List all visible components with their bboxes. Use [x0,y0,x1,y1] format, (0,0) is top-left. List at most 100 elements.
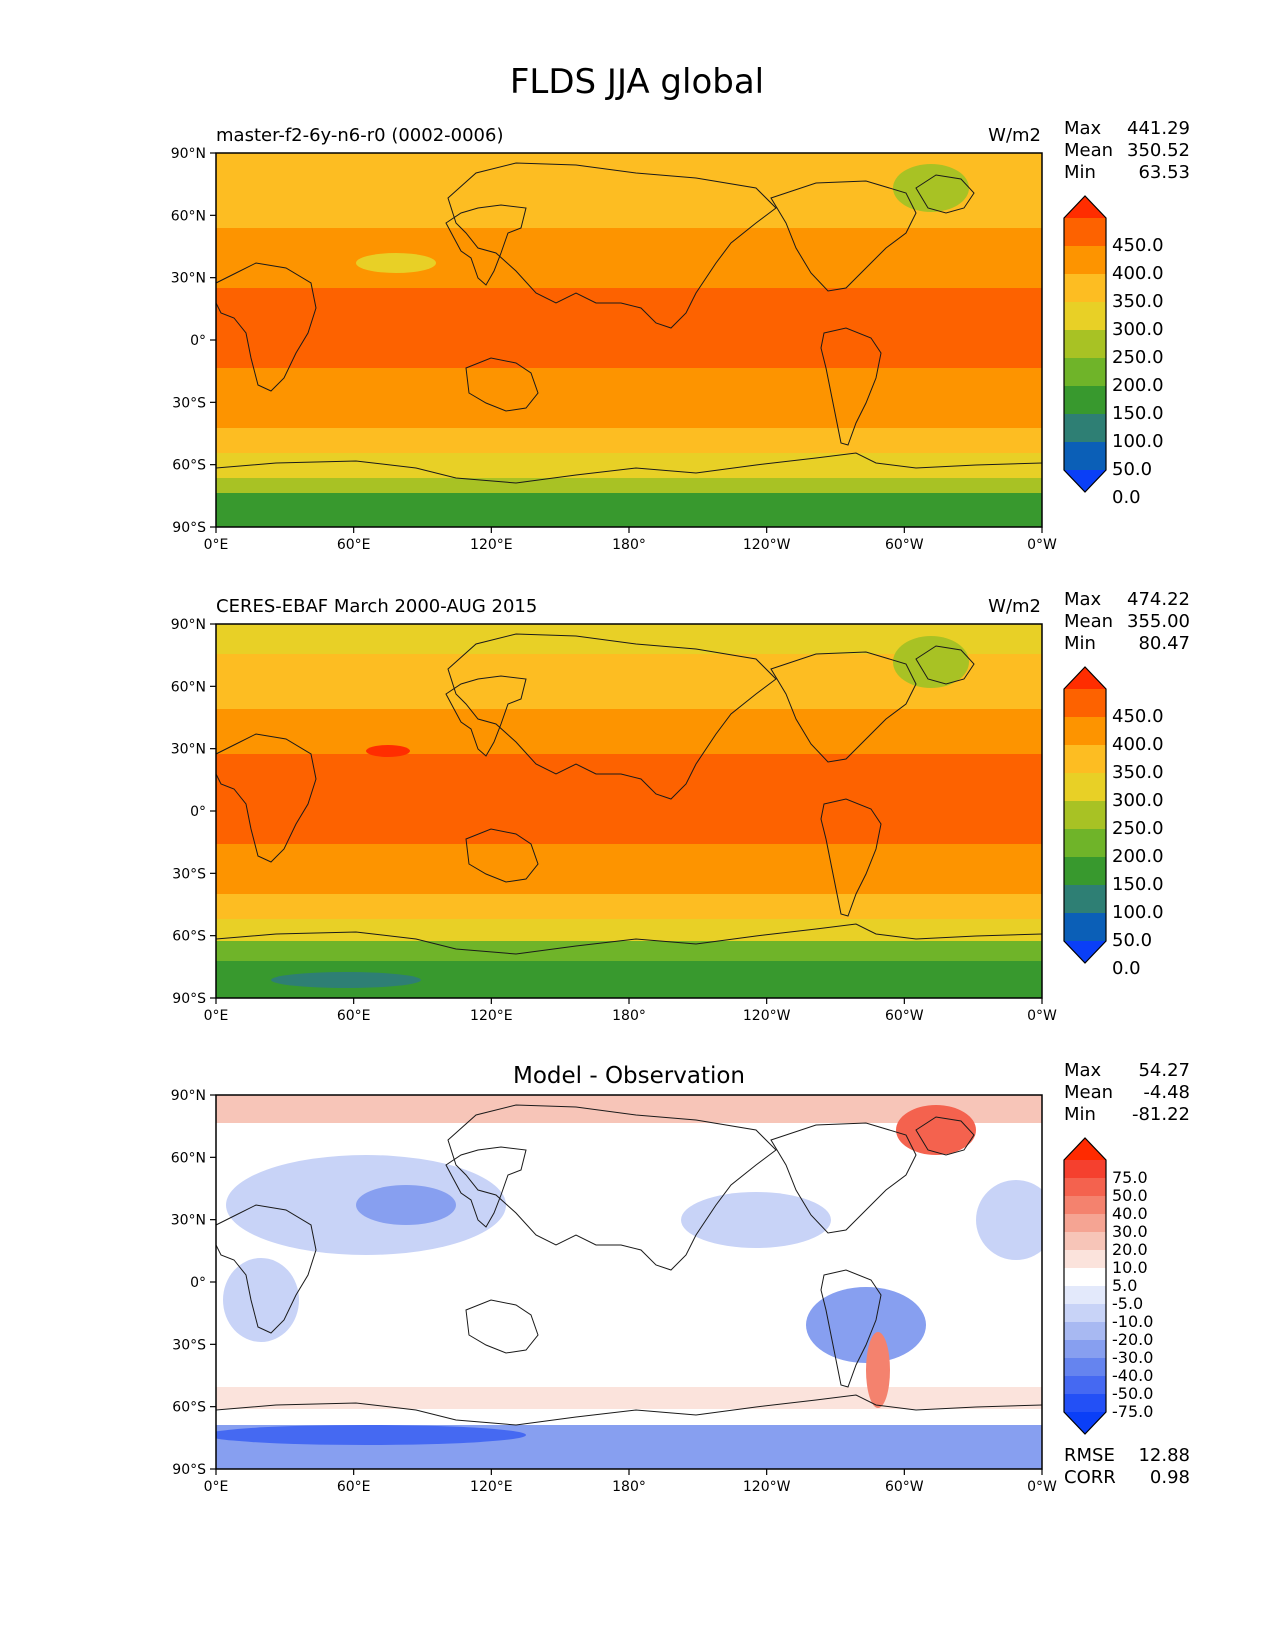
lat-tick-label: 60°S [172,1400,206,1416]
colorbar-segment [1064,1376,1106,1395]
coastline-segment [820,327,882,446]
field-band-midnorth [216,228,1042,288]
coastline-segment [465,828,539,883]
lon-tick-label: 0°E [204,1008,229,1024]
colorbar-tick-label: 350.0 [1112,291,1164,312]
coastline-segment [215,1394,1043,1426]
lon-tick-label: 0°W [1027,1008,1057,1024]
colorbar-tick-label: 200.0 [1112,375,1164,396]
colorbar-extend-max [1064,667,1106,689]
coastline-segment [770,180,917,292]
lat-tick-label: 90°S [172,991,206,1007]
stat-label: Mean [1064,611,1113,632]
colorbar-tick-label: 0.0 [1112,487,1141,508]
lat-tick-label: 0° [190,804,206,820]
stat-value: 441.29 [1127,118,1190,139]
lon-tick-label: 60°E [337,1479,371,1495]
colorbar-tick-label: 50.0 [1112,1186,1148,1205]
lat-tick-label: 90°S [172,520,206,536]
colorbar: 75.050.040.030.020.010.05.0-5.0-10.0-20.… [1063,1137,1153,1435]
field-band-antarctic-edge [216,478,1042,493]
colorbar-segment [1064,442,1106,471]
colorbar-segment [1064,801,1106,830]
panel-center-title: Model - Observation [513,1063,745,1089]
lat-tick-label: 60°N [171,1150,206,1166]
map-panel-model: master-f2-6y-n6-r0 (0002-0006) W/m2 90°N… [171,118,1190,553]
coastline-segment [447,162,777,329]
lon-tick-label: 120°E [470,537,513,553]
field-tibet [356,253,436,273]
field-greenland [893,164,969,212]
lon-tick-label: 60°W [885,1008,924,1024]
stats-box: Max 54.27 Mean -4.48 Min -81.22 [1064,1060,1190,1125]
map-axes: 90°N 60°N 30°N 0° 30°S 60°S 90°S0°E 60°E 120°E 18… [171,146,1057,553]
stats-box: Max 441.29 Mean 350.52 Min 63.53 [1064,118,1190,183]
colorbar-segment [1064,913,1106,942]
lat-tick-label: 0° [190,333,206,349]
stat-label: Max [1064,589,1102,610]
lon-tick-label: 180° [612,537,646,553]
lat-tick-label: 60°S [172,458,206,474]
stat-label: Mean [1064,140,1113,161]
coastline-segment [215,452,1043,484]
colorbar: 450.0 400.0 350.0 300.0 250.0 200.0 150.0 100.0… [1063,195,1164,508]
colorbar-segment [1064,386,1106,415]
coastline-segment [447,1104,777,1271]
colorbar-segment [1064,885,1106,914]
lat-tick-label: 0° [190,1275,206,1291]
stat-label: Max [1064,1060,1102,1081]
coastline-segment [445,1146,527,1228]
lat-tick-label: 60°N [171,679,206,695]
stat-value: 474.22 [1127,589,1190,610]
field-band-midnorth [216,709,1042,754]
stat-label: Mean [1064,1082,1113,1103]
colorbar-outline [1063,666,1107,964]
field-africa-negative [223,1258,299,1342]
panel-units: W/m2 [988,596,1041,617]
stat-label: Max [1064,118,1102,139]
colorbar-tick-label: 0.0 [1112,958,1141,979]
coastline-segment [215,733,317,863]
coastline-segment [215,262,317,392]
figure-title: FLDS JJA global [510,62,764,102]
stat-value: 350.52 [1127,140,1190,161]
lat-tick-label: 90°S [172,1462,206,1478]
colorbar-segment [1064,1340,1106,1359]
colorbar-tick-label: 300.0 [1112,790,1164,811]
coastline-segment [215,923,1043,955]
colorbar-outline [1063,1137,1107,1435]
colorbar-tick-label: 250.0 [1112,347,1164,368]
stat-label: Min [1064,1104,1096,1125]
colorbar-segment [1064,218,1106,247]
field-band-south [216,428,1042,453]
field-npacific-negative [681,1192,831,1248]
stat-value: 80.47 [1138,633,1190,654]
colorbar-segment [1064,745,1106,774]
stat-label: Min [1064,162,1096,183]
coastlines [215,1104,1043,1426]
lat-tick-label: 60°S [172,929,206,945]
coastline-segment [820,1269,882,1388]
colorbar-extend-max [1064,196,1106,218]
colorbar-tick-label: 75.0 [1112,1168,1148,1187]
lat-tick-label: 30°S [172,1337,206,1353]
colorbar-tick-label: 450.0 [1112,235,1164,256]
stat-value: -81.22 [1132,1104,1190,1125]
stat-value: 12.88 [1138,1445,1190,1466]
colorbar-segment [1064,829,1106,858]
colorbar-segment [1064,1250,1106,1269]
colorbar-segment [1064,1268,1106,1287]
colorbar-tick-label: -50.0 [1112,1384,1153,1403]
stat-value: 63.53 [1138,162,1190,183]
field-band-tropics [216,754,1042,844]
field-atlantic-negative [976,1180,1042,1260]
coastlines [215,162,1043,484]
coastline-segment [770,1122,917,1234]
field-antarctica-core [216,1425,526,1445]
colorbar-tick-label: 400.0 [1112,263,1164,284]
lat-tick-label: 90°N [171,1088,206,1104]
field-greenland [896,1105,976,1155]
colorbar-tick-label: 50.0 [1112,930,1152,951]
field-tibet-max [366,745,410,757]
lon-tick-label: 120°E [470,1479,513,1495]
